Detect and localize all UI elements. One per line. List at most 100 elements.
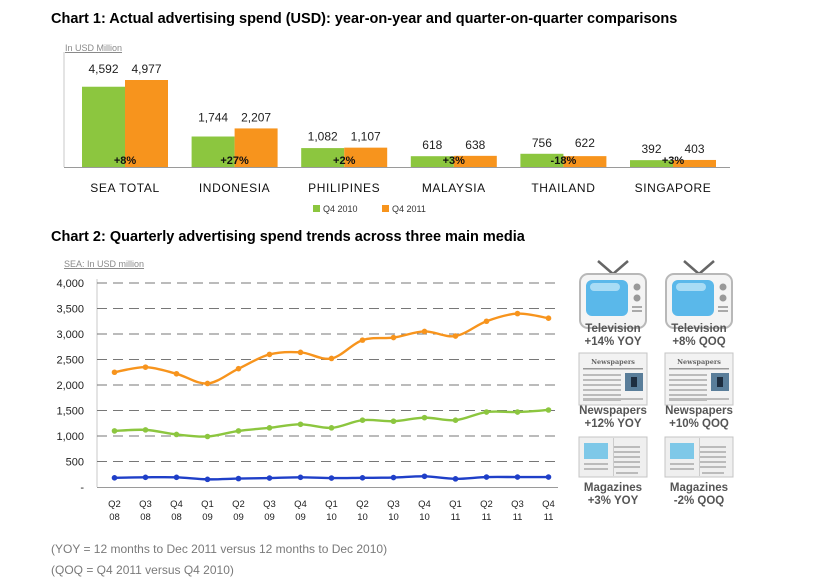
y-tick-label: 2,000 (56, 380, 84, 392)
change-label: +3% (662, 155, 685, 167)
change-label: +8% (114, 155, 137, 167)
y-tick-label: 1,000 (56, 431, 84, 443)
x-tick-label: Q2 (108, 499, 121, 510)
magazine-icon (664, 436, 734, 483)
data-point-newspapers (328, 425, 335, 431)
bar-value-label: 638 (465, 138, 485, 152)
legend-swatch-q4-2010 (313, 205, 320, 212)
x-tick-label: Q1 (201, 499, 214, 510)
newspaper-masthead: Newspapers (677, 358, 721, 366)
x-tick-label: 10 (388, 512, 399, 523)
yoy-note: (YOY = 12 months to Dec 2011 versus 12 m… (51, 542, 388, 556)
media-name: Newspapers (579, 405, 647, 417)
media-caption: Television +14% YOY (566, 323, 660, 349)
x-tick-label: Q4 (542, 499, 555, 510)
data-point-television (452, 333, 459, 339)
newspaper-masthead: Newspapers (591, 358, 635, 366)
media-change: +10% QOQ (669, 418, 729, 430)
data-point-television (421, 328, 428, 335)
x-tick-label: Q2 (232, 499, 245, 510)
data-point-television (266, 351, 273, 358)
y-tick-label: - (80, 482, 84, 494)
magazine-icon (578, 436, 648, 483)
data-point-television (204, 380, 211, 387)
data-point-magazines (204, 476, 211, 483)
chart1-title: Chart 1: Actual advertising spend (USD):… (51, 11, 678, 27)
media-name: Television (585, 323, 641, 335)
data-point-newspapers (514, 409, 521, 415)
media-caption: Magazines +3% YOY (566, 482, 660, 508)
data-point-magazines (328, 475, 335, 481)
change-label: +2% (333, 155, 356, 167)
media-caption: Newspapers +10% QOQ (652, 405, 746, 431)
data-point-television (328, 355, 335, 362)
series-line-newspapers (114, 408, 549, 438)
bar-q4-2010 (301, 148, 345, 167)
data-point-magazines (173, 474, 180, 481)
bar-q4-2011 (673, 159, 716, 167)
media-change: +8% QOQ (672, 336, 726, 348)
y-tick-label: 3,500 (56, 304, 84, 316)
data-point-newspapers (452, 417, 459, 423)
data-point-newspapers (266, 425, 273, 431)
category-label: MALAYSIA (422, 181, 486, 195)
y-tick-label: 500 (66, 457, 84, 469)
television-icon (578, 258, 648, 335)
change-label: +27% (220, 155, 249, 167)
bar-value-label: 1,744 (198, 110, 228, 124)
x-tick-label: 11 (451, 512, 461, 523)
media-caption: Television +8% QOQ (652, 323, 746, 349)
bar-value-label: 1,082 (308, 130, 338, 144)
x-tick-label: Q3 (387, 499, 400, 510)
y-tick-label: 1,500 (56, 406, 84, 418)
bar-q4-2011 (344, 147, 388, 167)
bar-value-label: 4,592 (88, 62, 118, 76)
data-point-television (297, 349, 304, 356)
category-label: PHILIPINES (308, 181, 380, 195)
television-icon (664, 258, 734, 335)
bar-value-label: 622 (575, 136, 595, 150)
x-tick-label: 08 (109, 512, 120, 523)
data-point-newspapers (545, 407, 552, 413)
data-point-television (545, 315, 552, 321)
data-point-newspapers (142, 427, 149, 433)
data-point-newspapers (297, 421, 304, 428)
x-tick-label: 09 (264, 512, 275, 523)
x-tick-label: Q2 (480, 499, 493, 510)
media-caption: Magazines -2% QOQ (652, 482, 746, 508)
media-name: Magazines (583, 482, 643, 494)
bar-value-label: 403 (684, 142, 704, 156)
bar-q4-2011 (234, 128, 278, 167)
x-tick-label: 10 (419, 512, 430, 523)
chart2-line-chart: - 500 1,000 1,500 2,000 2,500 3,000 3,500 4,000 Q… (56, 278, 558, 523)
y-tick-label: 3,000 (56, 329, 84, 341)
category-label: INDONESIA (199, 181, 270, 195)
data-point-newspapers (421, 414, 428, 421)
data-point-television (483, 318, 490, 325)
change-label: +3% (443, 155, 466, 167)
bar-q4-2011 (125, 80, 168, 167)
chart2-unit-label: SEA: In USD million (64, 259, 145, 269)
data-point-television (514, 310, 521, 317)
media-name: Newspapers (665, 405, 733, 417)
data-point-magazines (452, 476, 459, 482)
media-change: -2% QOQ (673, 495, 725, 507)
x-tick-label: Q1 (449, 499, 462, 510)
x-tick-label: 09 (295, 512, 306, 523)
data-point-television (142, 364, 149, 370)
data-point-television (173, 370, 180, 377)
data-point-magazines (421, 473, 428, 480)
media-change: +3% YOY (587, 495, 639, 507)
legend-label-q4-2011: Q4 2011 (392, 204, 426, 214)
x-tick-label: Q1 (325, 499, 338, 510)
x-tick-label: 09 (233, 512, 244, 523)
newspaper-icon (664, 352, 734, 411)
data-point-television (359, 337, 366, 343)
category-label: THAILAND (531, 181, 595, 195)
data-point-newspapers (390, 418, 397, 425)
data-point-newspapers (173, 431, 180, 438)
media-name: Television (671, 323, 727, 335)
bar-value-label: 4,977 (131, 62, 161, 76)
bar-value-label: 756 (532, 136, 552, 150)
x-tick-label: Q4 (170, 499, 183, 510)
